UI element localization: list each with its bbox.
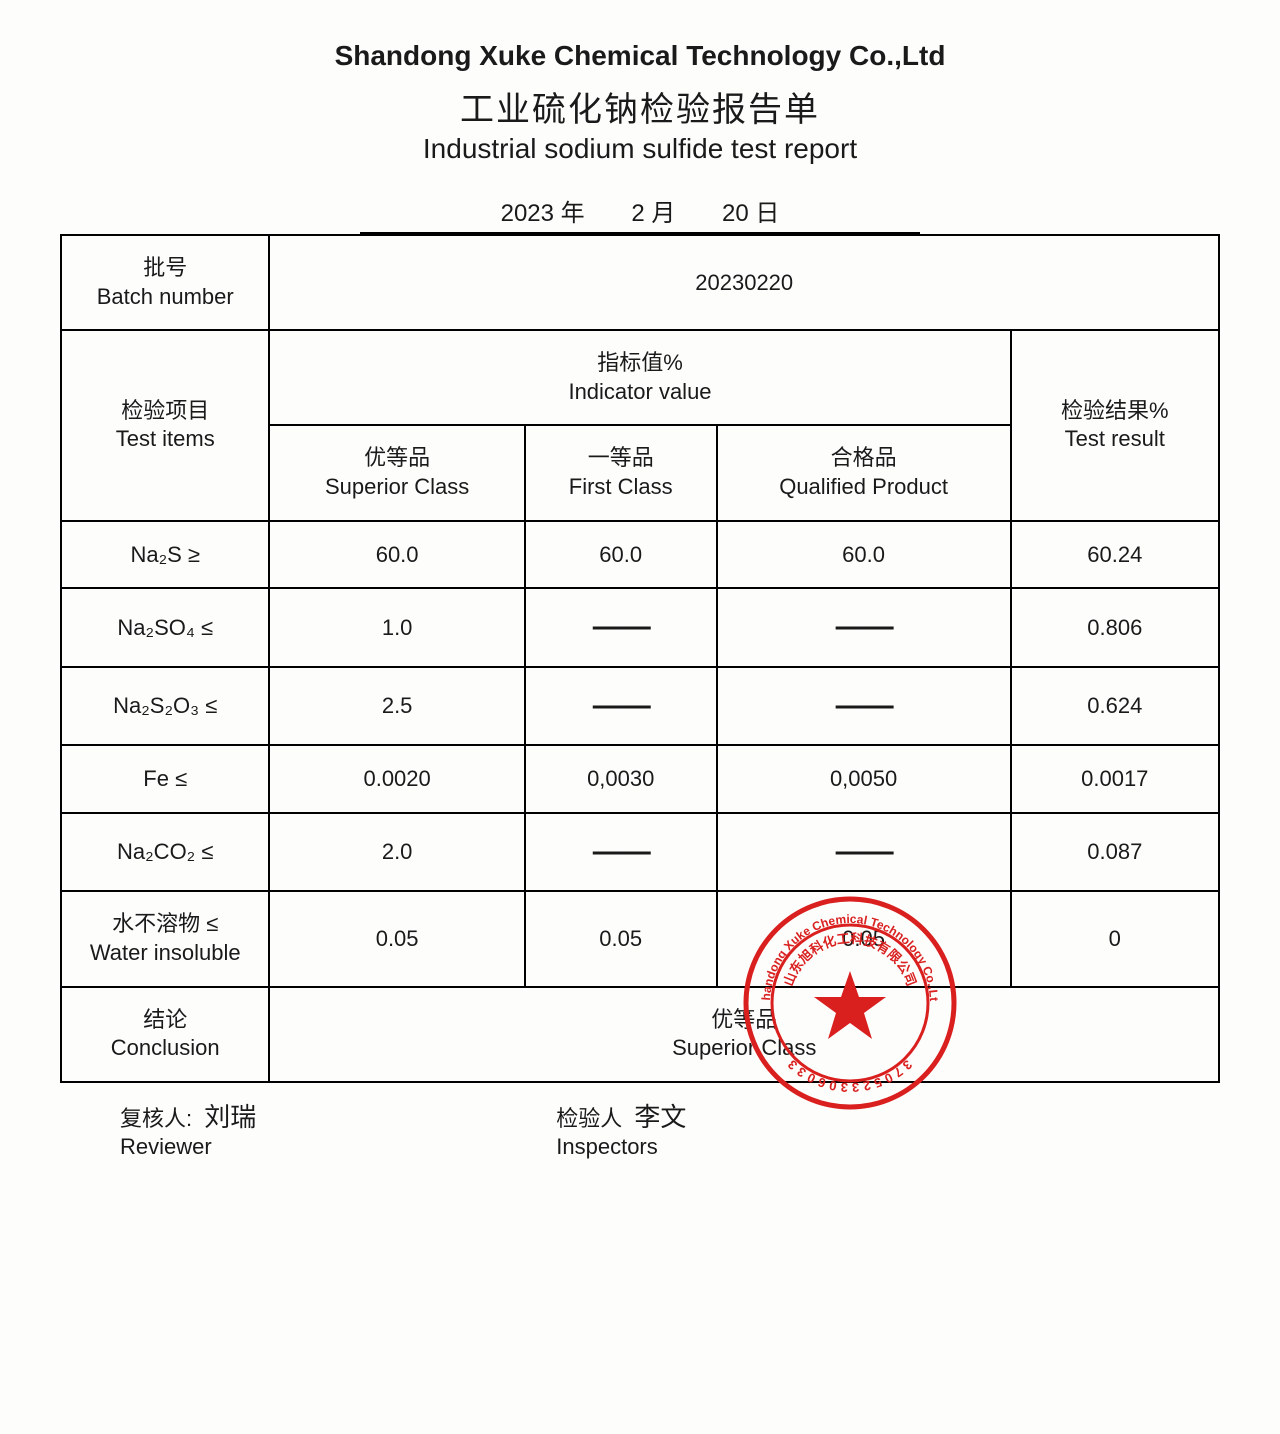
- value-cell: 0.05: [717, 891, 1011, 986]
- indicator-label: 指标值% Indicator value: [269, 330, 1010, 425]
- item-cell: 水不溶物 ≤ Water insoluble: [61, 891, 269, 986]
- value-cell: 0.0020: [269, 745, 524, 813]
- item-cell: Na₂S ≥: [61, 521, 269, 589]
- value-cell: 60.0: [525, 521, 717, 589]
- footer: 复核人: 刘瑞 Reviewer 检验人 李文 Inspectors: [60, 1097, 1220, 1160]
- value-cell: 60.0: [269, 521, 524, 589]
- item-cell: Na₂SO₄ ≤: [61, 588, 269, 667]
- result-cell: 60.24: [1011, 521, 1219, 589]
- report-table: 批号 Batch number 20230220 检验项目 Test items…: [60, 234, 1220, 1083]
- result-cell: 0.0017: [1011, 745, 1219, 813]
- superior-label: 优等品 Superior Class: [269, 425, 524, 520]
- value-cell: 0,0030: [525, 745, 717, 813]
- first-label: 一等品 First Class: [525, 425, 717, 520]
- table-row: Na₂CO₂ ≤ 2.0 —— —— 0.087: [61, 813, 1219, 892]
- value-cell: ——: [717, 588, 1011, 667]
- test-items-label: 检验项目 Test items: [61, 330, 269, 520]
- report-date: 2023 年 2 月 20 日: [360, 193, 920, 234]
- inspector-signature: 李文: [634, 1103, 686, 1132]
- reviewer-signature: 刘瑞: [204, 1103, 256, 1132]
- value-cell: 60.0: [717, 521, 1011, 589]
- qualified-label: 合格品 Qualified Product: [717, 425, 1011, 520]
- item-cell: Fe ≤: [61, 745, 269, 813]
- batch-number: 20230220: [269, 235, 1219, 330]
- value-cell: 2.0: [269, 813, 524, 892]
- conclusion-label: 结论 Conclusion: [61, 987, 269, 1082]
- result-label: 检验结果% Test result: [1011, 330, 1219, 520]
- value-cell: ——: [525, 588, 717, 667]
- result-cell: 0.624: [1011, 667, 1219, 746]
- title-cn: 工业硫化钠检验报告单: [60, 82, 1220, 131]
- item-cell: Na₂S₂O₃ ≤: [61, 667, 269, 746]
- table-row: Na₂S₂O₃ ≤ 2.5 —— —— 0.624: [61, 667, 1219, 746]
- table-row: Na₂SO₄ ≤ 1.0 —— —— 0.806: [61, 588, 1219, 667]
- value-cell: ——: [717, 813, 1011, 892]
- title-en: Industrial sodium sulfide test report: [60, 133, 1220, 165]
- value-cell: ——: [525, 667, 717, 746]
- value-cell: 2.5: [269, 667, 524, 746]
- table-row: Na₂S ≥ 60.0 60.0 60.0 60.24: [61, 521, 1219, 589]
- value-cell: 0.05: [525, 891, 717, 986]
- item-cell: Na₂CO₂ ≤: [61, 813, 269, 892]
- batch-label: 批号 Batch number: [61, 235, 269, 330]
- table-row: Fe ≤ 0.0020 0,0030 0,0050 0.0017: [61, 745, 1219, 813]
- value-cell: 1.0: [269, 588, 524, 667]
- value-cell: ——: [525, 813, 717, 892]
- result-cell: 0.806: [1011, 588, 1219, 667]
- value-cell: 0,0050: [717, 745, 1011, 813]
- date-year: 2023 年: [501, 193, 585, 228]
- conclusion-value: 优等品 Superior Class: [269, 987, 1219, 1082]
- value-cell: 0.05: [269, 891, 524, 986]
- value-cell: ——: [717, 667, 1011, 746]
- result-cell: 0.087: [1011, 813, 1219, 892]
- date-day: 20 日: [722, 193, 779, 228]
- date-month: 2 月: [631, 193, 675, 228]
- result-cell: 0: [1011, 891, 1219, 986]
- reviewer-block: 复核人: 刘瑞 Reviewer: [120, 1097, 256, 1160]
- company-name: Shandong Xuke Chemical Technology Co.,Lt…: [60, 40, 1220, 72]
- inspector-block: 检验人 李文 Inspectors: [556, 1097, 686, 1160]
- table-row: 水不溶物 ≤ Water insoluble 0.05 0.05 0.05 0: [61, 891, 1219, 986]
